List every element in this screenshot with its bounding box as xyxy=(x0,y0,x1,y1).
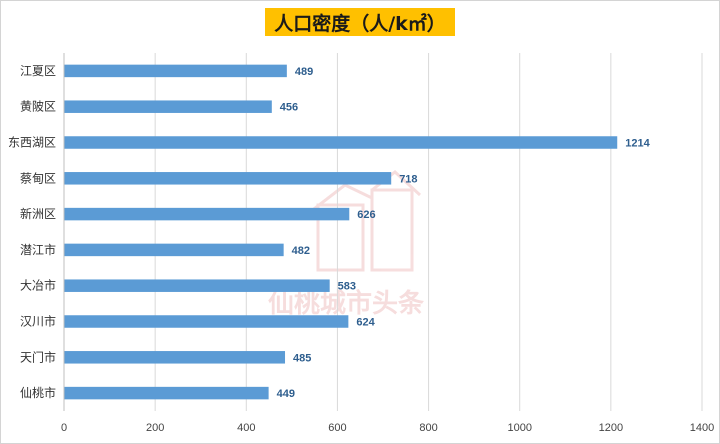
category-label: 蔡甸区 xyxy=(20,171,56,185)
data-label: 626 xyxy=(357,209,375,221)
data-label: 583 xyxy=(338,281,356,293)
bar xyxy=(64,64,287,78)
chart-title: 人口密度（人/k㎡） xyxy=(265,8,455,36)
category-label: 东西湖区 xyxy=(8,135,56,150)
category-label: 大冶市 xyxy=(20,278,56,293)
watermark-text: 仙桃城市头条 xyxy=(268,288,425,319)
bar xyxy=(64,386,269,400)
bar xyxy=(64,315,349,328)
category-label: 仙桃市 xyxy=(20,385,56,400)
data-labels: 489 456 1214 718 626 482 583 624 485 449 xyxy=(277,66,651,400)
x-tick-label: 1200 xyxy=(599,422,623,434)
x-tick-label: 1400 xyxy=(690,422,714,434)
category-label: 潜江市 xyxy=(20,242,56,257)
data-label: 485 xyxy=(293,352,311,364)
x-tick-label: 600 xyxy=(328,422,346,434)
x-axis-ticks: 0 200 400 600 800 1000 1200 1400 xyxy=(61,422,714,434)
x-tick-label: 1000 xyxy=(507,422,531,434)
data-label: 718 xyxy=(399,173,417,185)
category-label: 江夏区 xyxy=(20,64,56,78)
category-label: 汉川市 xyxy=(20,314,56,329)
bar xyxy=(64,207,350,221)
bar xyxy=(64,172,392,185)
data-label: 482 xyxy=(292,245,310,257)
x-tick-label: 400 xyxy=(237,422,255,434)
bar xyxy=(64,279,330,292)
watermark: 仙桃城市头条 xyxy=(268,170,425,319)
bar xyxy=(64,243,284,257)
data-label: 489 xyxy=(295,66,313,78)
bar xyxy=(64,351,286,364)
bar xyxy=(64,100,272,113)
data-label: 1214 xyxy=(625,138,650,150)
data-label: 624 xyxy=(356,317,375,329)
bars xyxy=(64,64,618,400)
category-label: 黄陂区 xyxy=(20,99,56,114)
category-label: 天门市 xyxy=(20,349,56,364)
category-label: 新洲区 xyxy=(20,206,56,221)
x-tick-label: 0 xyxy=(61,422,67,434)
x-tick-label: 800 xyxy=(419,422,437,434)
data-label: 456 xyxy=(280,102,298,114)
bar xyxy=(64,136,618,149)
x-tick-label: 200 xyxy=(146,422,164,434)
data-label: 449 xyxy=(277,388,295,400)
